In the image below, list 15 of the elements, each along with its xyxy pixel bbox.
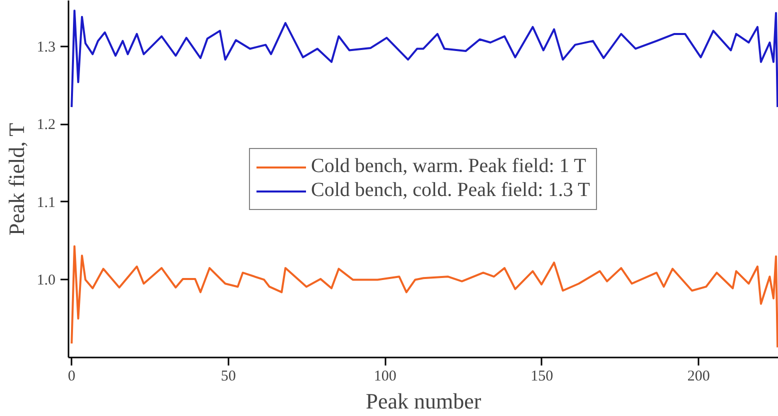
x-tick-label: 100 — [374, 368, 396, 384]
y-tick-label: 1.1 — [36, 194, 56, 211]
x-tick-label: 200 — [687, 368, 710, 384]
x-tick-label: 150 — [530, 368, 554, 384]
legend-label: Cold bench, cold. Peak field: 1.3 T — [310, 178, 590, 202]
y-axis-title: Peak field, T — [4, 122, 29, 236]
line-series — [70, 245, 778, 348]
y-tick-label: 1.2 — [36, 117, 56, 134]
x-tick-label: 0 — [68, 368, 76, 384]
line-series — [70, 10, 778, 108]
legend-label: Cold bench, warm. Peak field: 1 T — [310, 154, 586, 178]
x-tick-label: 50 — [220, 368, 236, 384]
y-tick-label: 1.3 — [36, 39, 56, 56]
x-axis-title: Peak number — [366, 388, 482, 414]
y-tick-label: 1.0 — [36, 272, 56, 289]
